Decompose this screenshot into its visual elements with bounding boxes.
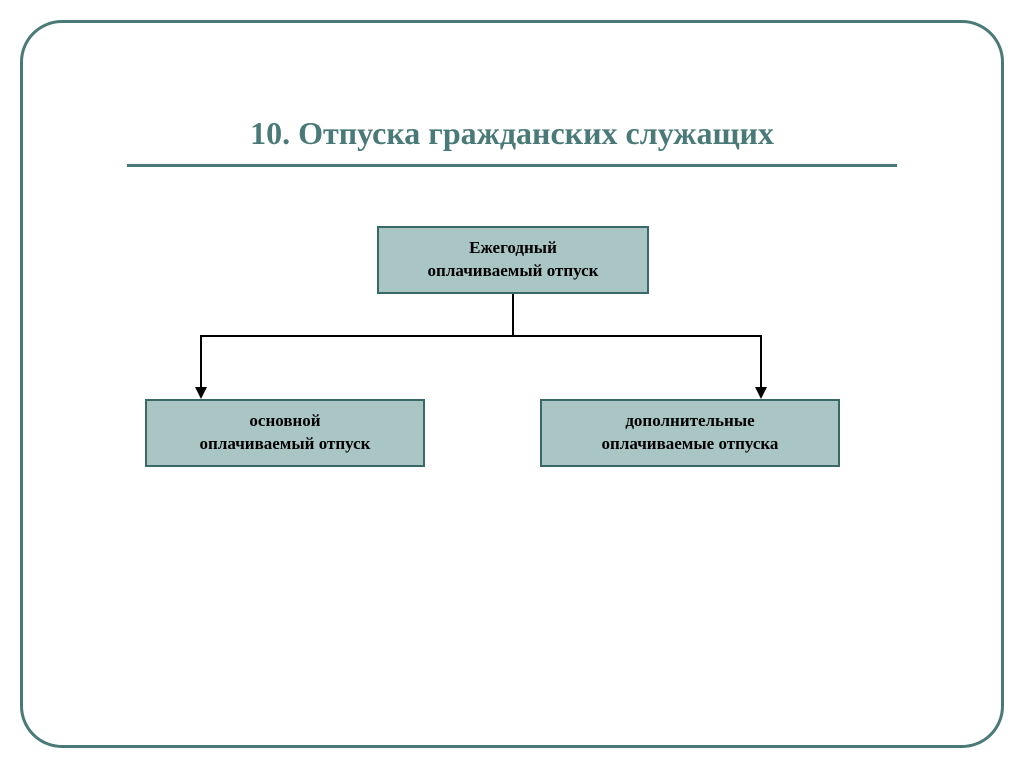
slide-frame — [20, 20, 1004, 748]
